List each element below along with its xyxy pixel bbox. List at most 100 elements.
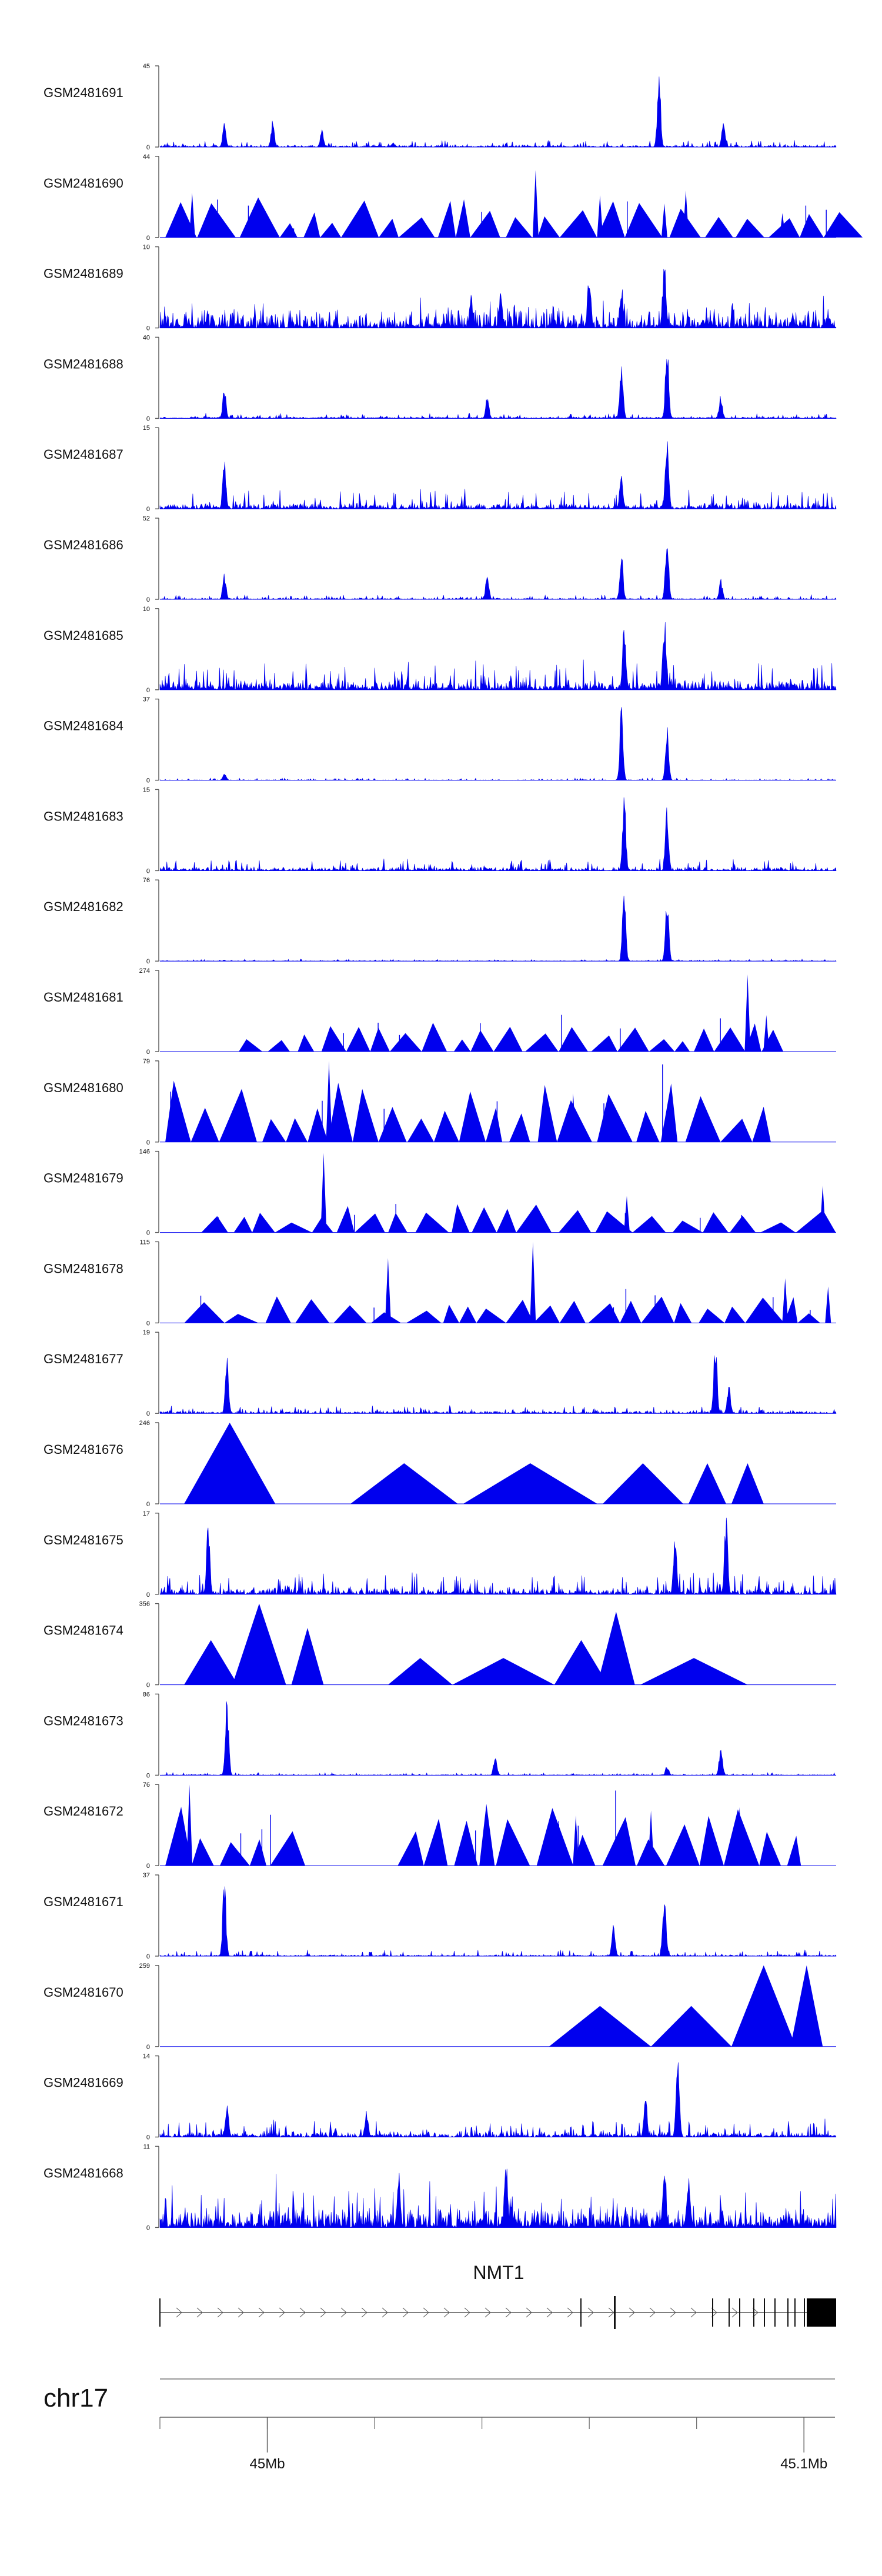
- signal-spike: [744, 974, 751, 1052]
- y-max-label: 15: [143, 786, 150, 793]
- signal-peak: [388, 1213, 407, 1233]
- signal-peak: [506, 217, 532, 238]
- signal-area: [159, 895, 837, 962]
- signal-peak: [636, 1110, 660, 1142]
- signal-spike: [597, 195, 603, 238]
- signal-peak: [559, 1300, 586, 1323]
- signal-peak: [352, 1089, 379, 1142]
- y-zero-label: 0: [146, 415, 150, 422]
- signal-peak: [459, 1306, 477, 1323]
- track-GSM2481680: GSM2481680 79 0: [44, 1058, 836, 1146]
- signal-peak: [197, 203, 236, 238]
- strand-arrow: [649, 2307, 656, 2318]
- track-label: GSM2481685: [44, 628, 123, 643]
- signal-peak: [265, 1296, 291, 1323]
- signal-peak: [787, 1836, 801, 1866]
- strand-arrow: [670, 2307, 676, 2318]
- exon: [712, 2298, 713, 2327]
- signal-peak: [165, 1807, 192, 1866]
- y-zero-label: 0: [146, 867, 150, 875]
- exon: [794, 2298, 796, 2327]
- signal-peak: [268, 1040, 290, 1052]
- y-zero-label: 0: [146, 2224, 150, 2231]
- y-max-label: 115: [139, 1239, 150, 1246]
- axis-tick-label: 45Mb: [250, 2456, 285, 2472]
- exon: [764, 2298, 765, 2327]
- y-max-label: 79: [143, 1058, 150, 1065]
- y-max-label: 44: [143, 154, 150, 161]
- signal-peak: [823, 212, 863, 238]
- signal-peak: [689, 1463, 726, 1504]
- signal-peak: [333, 1305, 367, 1323]
- signal-peak: [720, 1119, 753, 1142]
- y-max-label: 37: [143, 696, 150, 703]
- genome-axis: 45Mb 45.1Mb: [159, 2417, 835, 2472]
- signal-peak: [533, 1305, 560, 1323]
- signal-peak: [407, 1118, 434, 1142]
- signal-peak: [298, 1035, 315, 1052]
- signal-peak: [370, 1027, 390, 1052]
- signal-peak: [632, 1216, 666, 1233]
- signal-peak: [506, 1300, 534, 1323]
- y-zero-label: 0: [146, 958, 150, 965]
- signal-peak: [434, 1110, 459, 1142]
- signal-peak: [703, 1212, 729, 1233]
- y-zero-label: 0: [146, 1410, 150, 1417]
- signal-peak: [796, 1210, 836, 1233]
- track-label: GSM2481674: [44, 1623, 123, 1638]
- exon: [774, 2298, 776, 2327]
- track-GSM2481681: GSM2481681 274 0: [44, 967, 836, 1056]
- y-max-label: 37: [143, 1872, 150, 1879]
- signal-peak: [759, 1831, 781, 1866]
- y-zero-label: 0: [146, 1682, 150, 1689]
- signal-area: [159, 1701, 837, 1776]
- signal-spike: [320, 1153, 327, 1233]
- track-GSM2481673: GSM2481673 86 0: [44, 1691, 837, 1779]
- y-zero-label: 0: [146, 235, 150, 242]
- signal-peak: [699, 1816, 724, 1866]
- track-label: GSM2481680: [44, 1080, 123, 1095]
- track-label: GSM2481687: [44, 447, 123, 462]
- strand-arrow: [587, 2307, 594, 2318]
- track-label: GSM2481688: [44, 356, 123, 371]
- track-GSM2481675: GSM2481675 17 0: [44, 1510, 837, 1599]
- signal-spike: [779, 213, 786, 238]
- signal-peak: [252, 1213, 275, 1233]
- signal-peak: [279, 223, 298, 238]
- strand-arrow: [382, 2307, 388, 2318]
- track-GSM2481677: GSM2481677 19 0: [44, 1329, 837, 1417]
- signal-peak: [239, 1039, 263, 1052]
- track-GSM2481689: GSM2481689 10 0: [44, 244, 837, 332]
- signal-peak: [603, 1463, 683, 1504]
- y-zero-label: 0: [146, 1139, 150, 1146]
- y-max-label: 76: [143, 1781, 150, 1788]
- signal-area: [159, 622, 837, 690]
- signal-peak: [559, 210, 597, 238]
- signal-peak: [165, 202, 197, 238]
- strand-arrow: [464, 2307, 470, 2318]
- track-label: GSM2481677: [44, 1352, 123, 1366]
- signal-spike: [736, 1807, 743, 1866]
- track-label: GSM2481670: [44, 1985, 123, 2000]
- signal-peak: [165, 1080, 191, 1142]
- chromosome-label: chr17: [44, 2384, 108, 2413]
- signal-spike: [326, 1060, 332, 1142]
- signal-peak: [602, 1817, 636, 1866]
- y-max-label: 14: [143, 2053, 150, 2060]
- signal-peak: [617, 1027, 649, 1052]
- signal-peak: [233, 1217, 252, 1233]
- signal-peak: [714, 1027, 746, 1052]
- exon: [753, 2298, 754, 2327]
- track-GSM2481672: GSM2481672 76 0: [44, 1781, 836, 1870]
- signal-area: [159, 1517, 837, 1595]
- y-max-label: 10: [143, 606, 150, 613]
- signal-peak: [350, 1463, 458, 1504]
- y-max-label: 274: [139, 967, 150, 975]
- signal-peak: [649, 1039, 675, 1052]
- signal-peak: [239, 197, 280, 238]
- signal-peak: [790, 1965, 823, 2047]
- y-zero-label: 0: [146, 687, 150, 694]
- exon: [739, 2298, 740, 2327]
- signal-spike: [820, 1185, 826, 1233]
